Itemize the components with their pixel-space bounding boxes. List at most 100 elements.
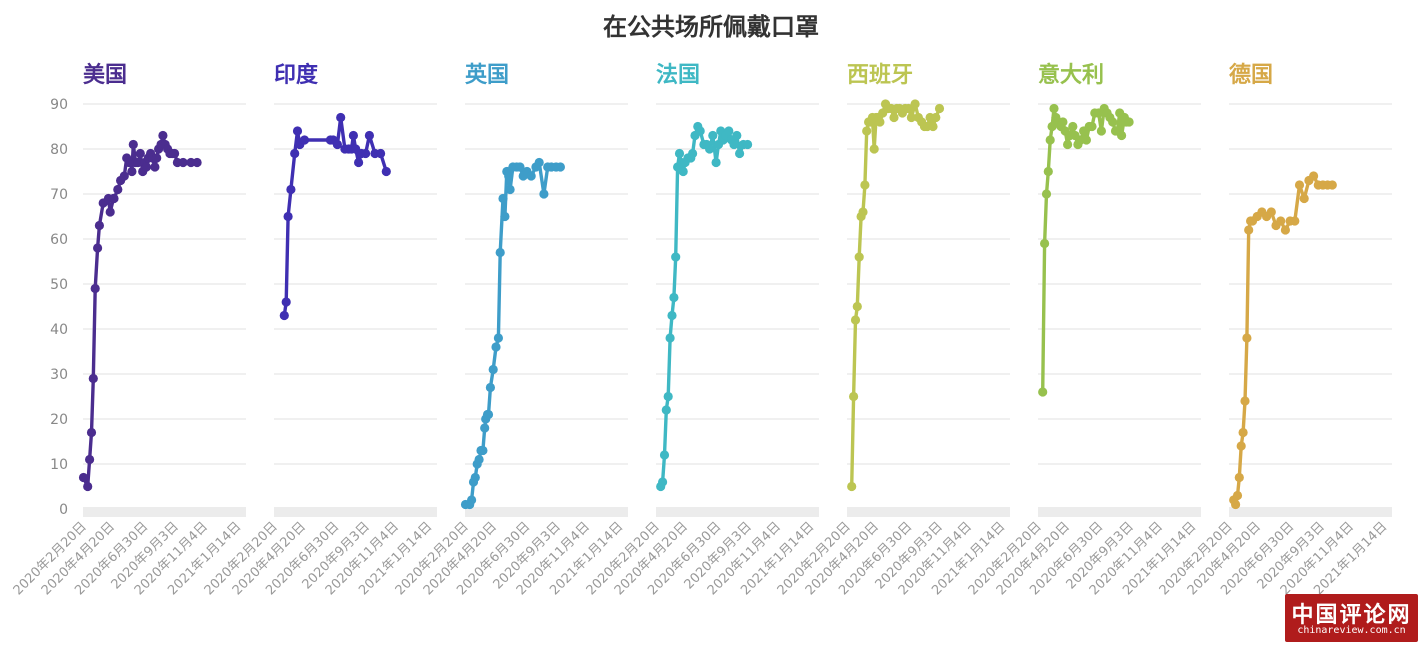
data-point [852,301,862,312]
data-point [889,112,899,123]
data-point [1041,189,1052,199]
data-point [1299,193,1309,204]
chart-title: 在公共场所佩戴口罩 [603,13,819,41]
y-tick-label: 40 [50,322,68,338]
data-point [1068,121,1078,132]
data-point [539,189,549,199]
data-point [493,333,503,343]
y-tick-label: 60 [50,232,68,248]
data-point [688,148,698,159]
data-point [1063,139,1073,150]
data-point [724,126,734,136]
data-point [483,409,494,420]
data-point [906,112,917,123]
data-point [88,373,98,384]
data-point [658,477,668,487]
data-point [286,184,296,195]
data-point [659,450,670,460]
data-point [133,157,143,168]
data-point [526,171,536,181]
data-point [1280,225,1290,235]
data-point [141,162,151,172]
data-point [127,166,137,177]
data-point [711,157,721,168]
data-point [467,495,477,505]
watermark-logo: 中国评论网 chinareview.com.cn [1285,594,1418,642]
panel-2: 英国2020年2月20日2020年4月20日2020年6月30日2020年9月3… [393,63,628,598]
data-point [336,112,346,123]
data-point [152,153,162,163]
data-point [85,454,95,465]
panel-3: 法国2020年2月20日2020年4月20日2020年6月30日2020年9月3… [584,63,819,598]
data-point [500,211,510,222]
data-point [485,382,495,393]
data-point [281,297,291,307]
data-point [1049,103,1059,114]
data-point [1236,441,1246,451]
data-point [1266,207,1276,217]
x-axis-band [1038,507,1201,517]
data-point [1242,333,1252,343]
data-point [903,103,914,114]
data-point [735,148,745,159]
panel-title: 意大利 [1038,62,1104,88]
watermark-text: 中国评论网 [1291,603,1412,628]
data-point [869,144,879,154]
data-point [1231,499,1241,510]
y-tick-label: 50 [50,277,68,293]
x-axis-band [847,507,1010,517]
panel-5: 意大利2020年2月20日2020年4月20日2020年6月30日2020年9月… [966,62,1201,598]
data-point [178,157,188,168]
data-point [504,171,514,181]
data-point [665,333,675,343]
data-point [495,247,505,258]
data-point [90,283,100,294]
x-axis-band [83,507,246,517]
data-point [93,243,103,253]
data-point [348,130,358,141]
data-point [86,427,97,438]
data-point [1108,117,1118,127]
data-point [695,126,705,136]
data-point [119,171,129,181]
data-point [674,148,685,159]
y-tick-label: 80 [50,142,68,158]
data-point [480,423,490,433]
data-point [1040,238,1050,249]
panel-title: 印度 [274,62,319,88]
series-line [1040,106,1131,394]
data-point [678,166,688,177]
data-point [1096,126,1106,136]
y-tick-label: 20 [50,412,68,428]
data-point [1124,117,1134,127]
series-line [659,124,750,489]
panel-title: 英国 [465,63,509,88]
data-point [708,130,718,141]
panel-4: 西班牙2020年2月20日2020年4月20日2020年6月30日2020年9月… [775,63,1010,598]
data-point [669,292,679,303]
data-point [292,126,303,136]
data-point [663,391,673,402]
data-point [505,184,515,195]
data-point [858,207,868,217]
y-tick-label: 30 [50,367,68,383]
y-tick-label: 0 [59,502,68,518]
data-point [875,117,885,127]
data-point [113,184,123,195]
data-point [515,162,525,172]
data-point [283,211,293,222]
data-point [1290,216,1300,226]
data-point [332,139,342,150]
data-point [534,157,544,168]
series-line [81,133,199,489]
data-point [128,139,138,150]
data-point [862,126,872,136]
data-point [192,157,202,168]
x-axis-band [465,507,628,517]
data-point [279,310,289,321]
data-point [849,391,859,402]
data-point [743,139,753,150]
data-point [850,315,861,325]
data-point [376,148,386,159]
data-point [1087,121,1097,132]
